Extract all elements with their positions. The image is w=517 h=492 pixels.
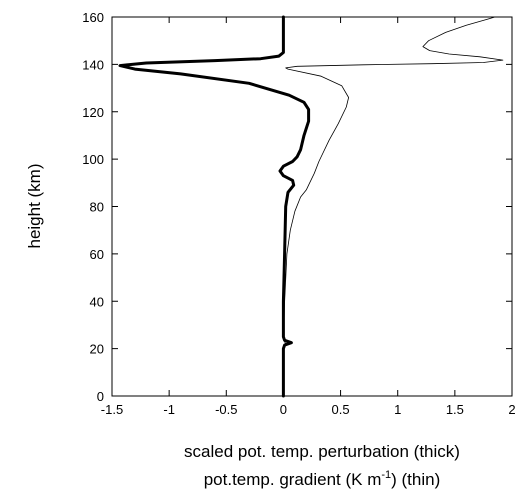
x-tick-label: 1 <box>394 402 401 417</box>
x-tick-label: -1 <box>163 402 175 417</box>
x-tick-label: 1.5 <box>446 402 464 417</box>
x-axis-title-line2-main: pot.temp. gradient (K m <box>204 470 382 489</box>
y-tick-label: 100 <box>82 152 104 167</box>
series-layer <box>118 15 504 398</box>
y-tick-label: 160 <box>82 10 104 25</box>
y-tick-label: 0 <box>97 389 104 404</box>
y-tick-label: 140 <box>82 57 104 72</box>
x-tick-label: 2 <box>508 402 515 417</box>
x-tick-label: 0 <box>280 402 287 417</box>
x-tick-label: -1.5 <box>101 402 123 417</box>
y-tick-label: 80 <box>90 200 104 215</box>
y-axis-ticks: 0 20 40 60 80 100 120 140 160 <box>82 10 512 404</box>
series-line-thick <box>118 15 311 398</box>
y-axis-title: height (km) <box>25 163 44 248</box>
x-axis-title-line2-exponent: -1 <box>381 469 391 481</box>
y-tick-label: 40 <box>90 294 104 309</box>
series-line-thin <box>283 16 504 397</box>
y-tick-label: 20 <box>90 342 104 357</box>
x-axis-title-line2: pot.temp. gradient (K m-1) (thin) <box>204 469 441 489</box>
x-tick-label: -0.5 <box>215 402 237 417</box>
x-axis-title-line1: scaled pot. temp. perturbation (thick) <box>184 442 460 461</box>
x-axis-title-line2-tail: ) (thin) <box>391 470 440 489</box>
x-tick-label: 0.5 <box>332 402 350 417</box>
y-tick-label: 60 <box>90 247 104 262</box>
y-tick-label: 120 <box>82 105 104 120</box>
x-axis-ticks: -1.5 -1 -0.5 0 0.5 1 1.5 2 <box>101 17 516 417</box>
